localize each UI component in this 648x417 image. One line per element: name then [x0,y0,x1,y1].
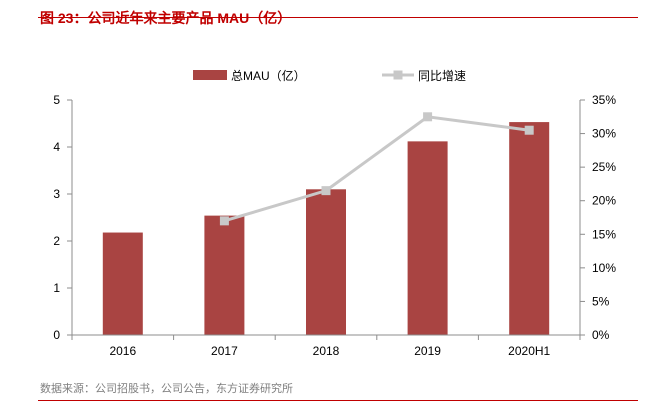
bar-2016 [102,232,143,335]
line-series [219,112,534,226]
figure-title: 图 23：公司近年来主要产品 MAU（亿） [40,10,292,26]
legend-bar-swatch [193,70,227,80]
left-tick-label: 2 [53,234,60,248]
bar-2018 [306,189,346,335]
right-tick-label: 30% [592,127,616,141]
x-tick-label: 2016 [109,344,136,358]
left-tick-label: 4 [53,140,60,154]
left-tick-label: 5 [53,93,60,107]
x-tick-label: 2017 [211,344,238,358]
bar-series [102,122,550,335]
growth-point-2020H1 [524,125,534,135]
axes: 0 1 2 3 4 5 0% 5% 10% 15% 20% 25% 30% 35% 2016 2017 2018… [53,93,616,358]
right-tick-label: 20% [592,194,616,208]
right-tick-label: 35% [592,93,616,107]
x-tick-label: 2020H1 [508,344,550,358]
legend-line-marker [393,70,403,80]
growth-point-2019 [423,112,433,122]
bar-2020H1 [509,122,550,335]
left-tick-label: 1 [53,281,60,295]
bar-2017 [204,215,245,335]
bottom-rule [38,400,638,401]
left-tick-label: 3 [53,187,60,201]
bar-2019 [407,141,448,335]
legend-bar-label: 总MAU（亿） [231,68,306,83]
legend: 总MAU（亿） 同比增速 [193,68,466,83]
source-note: 数据来源：公司招股书，公司公告，东方证券研究所 [40,383,293,395]
x-tick-label: 2019 [414,344,441,358]
right-tick-label: 5% [592,294,610,308]
left-tick-label: 0 [53,328,60,342]
legend-line-label: 同比增速 [418,69,466,83]
title-rule [38,17,638,18]
x-tick-label: 2018 [313,344,340,358]
growth-point-2017 [219,216,229,226]
growth-line [223,115,530,223]
right-tick-label: 25% [592,160,616,174]
right-tick-label: 15% [592,227,616,241]
right-tick-label: 0% [592,328,610,342]
growth-point-2018 [321,186,331,196]
right-tick-label: 10% [592,261,616,275]
